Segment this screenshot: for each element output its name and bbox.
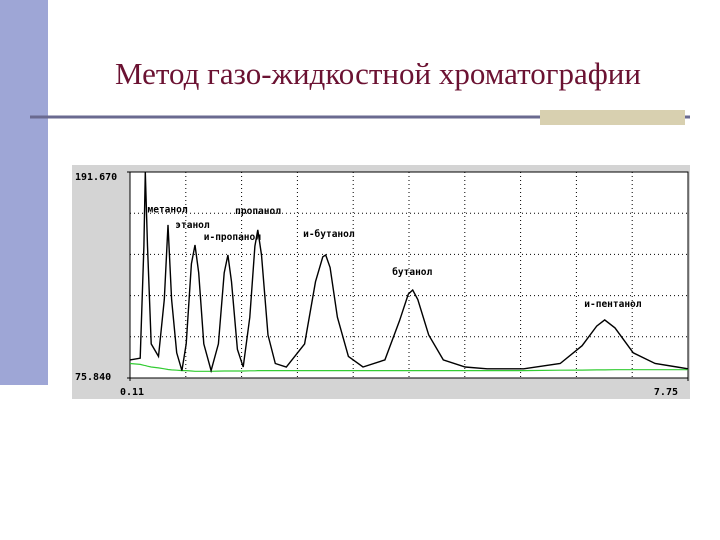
slide-title: Метод газо-жидкостной хроматографии: [115, 56, 641, 91]
x-tick-label: 7.75: [654, 387, 678, 398]
peak-label: и-пропанол: [204, 232, 261, 243]
rule-accent: [540, 110, 685, 125]
peak-label: метанол: [148, 204, 188, 215]
peak-label: этанол: [175, 220, 210, 231]
plot-area: [129, 171, 689, 379]
series-line: [129, 171, 689, 374]
x-tick-label: 0.11: [120, 387, 144, 398]
peak-label: пропанол: [235, 206, 281, 217]
side-bar: [0, 0, 48, 385]
peak-label: и-пентанол: [584, 299, 641, 310]
peak-label: бутанол: [392, 267, 432, 278]
series-line: [129, 362, 688, 372]
y-tick-label: 191.670: [75, 172, 117, 183]
y-tick-label: 75.840: [75, 372, 111, 383]
peak-label: и-бутанол: [303, 229, 355, 240]
